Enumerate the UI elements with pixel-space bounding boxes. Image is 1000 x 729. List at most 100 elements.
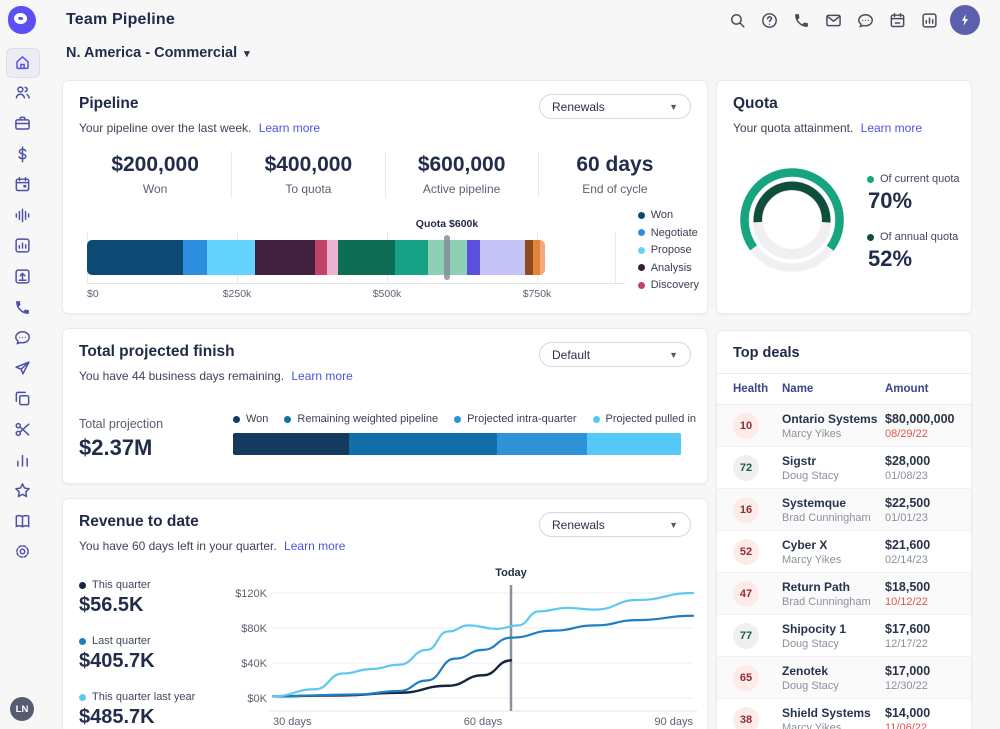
legend-label: Projected pulled in xyxy=(605,413,697,425)
deal-amount: $18,500 xyxy=(885,579,931,594)
revenue-learn-more-link[interactable]: Learn more xyxy=(284,539,346,553)
deal-amount: $22,500 xyxy=(885,495,931,510)
waveform-icon xyxy=(14,207,31,224)
health-score-badge: 52 xyxy=(733,538,759,565)
sidebar-item-users[interactable] xyxy=(0,78,44,109)
legend-label: Propose xyxy=(650,244,692,256)
quota-metric-label-text: Of current quota xyxy=(880,173,960,185)
deal-amount-cell: $14,000 11/06/22 xyxy=(885,706,961,729)
sidebar-item-briefcase[interactable] xyxy=(0,108,44,139)
deal-row[interactable]: 47 Return Path Brad Cunningham $18,500 10/12… xyxy=(717,573,971,615)
star-icon xyxy=(14,482,31,499)
health-score-badge: 10 xyxy=(733,412,759,439)
legend-dot xyxy=(637,211,645,219)
axis-line xyxy=(87,283,625,284)
phone-icon[interactable] xyxy=(793,12,810,29)
sidebar-item-chat[interactable] xyxy=(0,322,44,353)
revenue-stat-label-text: Last quarter xyxy=(92,635,151,647)
legend-dot xyxy=(454,415,462,423)
chevron-down-icon: ▼ xyxy=(669,349,678,360)
bar-segment-stage-teal xyxy=(394,240,428,275)
deal-name-cell: Systemque Brad Cunningham xyxy=(782,496,885,524)
bar-segment-stage-green xyxy=(337,240,395,275)
projected-legend-item: Remaining weighted pipeline xyxy=(284,413,438,425)
pipeline-filter-dropdown[interactable]: Renewals ▼ xyxy=(539,94,691,119)
users-icon xyxy=(14,84,31,101)
health-score-badge: 16 xyxy=(733,496,759,523)
deal-owner: Brad Cunningham xyxy=(782,511,871,524)
bar-segment-stage-purple xyxy=(466,240,480,275)
sidebar-item-gear[interactable] xyxy=(0,537,44,568)
deal-name-cell: Zenotek Doug Stacy xyxy=(782,664,885,692)
quota-card: Quota Your quota attainment. Learn more … xyxy=(716,80,972,314)
deal-row[interactable]: 65 Zenotek Doug Stacy $17,000 12/30/22 xyxy=(717,657,971,699)
deal-amount-cell: $18,500 10/12/22 xyxy=(885,580,961,608)
sidebar-item-dollar[interactable] xyxy=(0,139,44,170)
sidebar-item-send[interactable] xyxy=(0,353,44,384)
sidebar-item-report-card[interactable] xyxy=(0,231,44,262)
user-avatar[interactable]: LN xyxy=(10,697,34,721)
legend-dot xyxy=(867,233,874,241)
app-logo[interactable] xyxy=(8,6,36,34)
home-icon xyxy=(14,54,31,71)
revenue-filter-dropdown[interactable]: Renewals ▼ xyxy=(539,512,691,537)
legend-label: Negotiate xyxy=(650,226,698,239)
revenue-stat-value: $405.7K xyxy=(79,650,155,672)
phone-icon xyxy=(14,299,31,316)
sidebar-item-book[interactable] xyxy=(0,506,44,537)
search-icon[interactable] xyxy=(729,12,746,29)
legend-dot xyxy=(637,229,645,236)
revenue-line-chart: $0K $40K $80K $120K 30 days 60 days 90 days Tod… xyxy=(223,563,703,729)
help-icon[interactable] xyxy=(761,12,778,29)
sidebar-item-copy[interactable] xyxy=(0,384,44,415)
revenue-subtitle-text: You have 60 days left in your quarter. xyxy=(79,539,277,553)
revenue-stat-label: This quarter xyxy=(79,579,195,591)
quota-learn-more-link[interactable]: Learn more xyxy=(860,121,923,135)
legend-dot xyxy=(233,415,240,423)
deal-row[interactable]: 77 Shipocity 1 Doug Stacy $17,600 12/17/22 xyxy=(717,615,971,657)
projected-filter-dropdown[interactable]: Default ▼ xyxy=(539,342,691,367)
deal-amount-cell: $17,000 12/30/22 xyxy=(885,664,961,692)
y-axis-label: $0K xyxy=(247,693,267,705)
projected-card-title: Total projected finish xyxy=(79,343,235,360)
deal-row[interactable]: 52 Cyber X Marcy Yikes $21,600 02/14/23 xyxy=(717,531,971,573)
sidebar-item-outbox[interactable] xyxy=(0,261,44,292)
sidebar-item-waveform[interactable] xyxy=(0,200,44,231)
deal-name: Return Path xyxy=(782,579,851,594)
sidebar-item-home[interactable] xyxy=(0,47,44,78)
x-axis-label: 60 days xyxy=(464,716,503,728)
axis-tick-label: $0 xyxy=(87,288,99,300)
pipeline-learn-more-link[interactable]: Learn more xyxy=(258,121,321,135)
sidebar-item-calendar-event[interactable] xyxy=(0,169,44,200)
deal-row[interactable]: 16 Systemque Brad Cunningham $22,500 01/01/2… xyxy=(717,489,971,531)
sidebar-item-bar-chart[interactable] xyxy=(0,445,44,476)
sidebar-item-phone[interactable] xyxy=(0,292,44,323)
projected-learn-more-link[interactable]: Learn more xyxy=(291,369,353,383)
pipeline-legend-item: Propose xyxy=(637,244,699,256)
top-deals-card: Top deals Health Name Amount 10 Ontario Sys… xyxy=(716,330,972,729)
sidebar-item-scissors[interactable] xyxy=(0,414,44,445)
deal-row[interactable]: 10 Ontario Systems Marcy Yikes $80,000,000 0… xyxy=(717,405,971,447)
legend-dot xyxy=(637,281,645,289)
deal-row[interactable]: 38 Shield Systems Marcy Yikes $14,000 11/06/… xyxy=(717,699,971,729)
deal-owner: Marcy Yikes xyxy=(782,721,842,729)
deal-row[interactable]: 72 Sigstr Doug Stacy $28,000 01/08/23 xyxy=(717,447,971,489)
report-card-icon[interactable] xyxy=(921,12,938,29)
mail-icon[interactable] xyxy=(825,12,842,29)
stat-label: To quota xyxy=(285,182,332,196)
sidebar-item-star[interactable] xyxy=(0,475,44,506)
chat-icon[interactable] xyxy=(857,12,874,29)
bar-segment-discovery xyxy=(314,240,327,275)
deal-close-date: 10/12/22 xyxy=(885,595,928,608)
revenue-filter-value: Renewals xyxy=(552,517,605,532)
quota-metrics: Of current quota 70% Of annual quota 52% xyxy=(867,173,960,272)
team-selector[interactable]: N. America - Commercial ▾ xyxy=(66,45,250,61)
deal-owner: Doug Stacy xyxy=(782,637,839,650)
calendar-icon[interactable] xyxy=(889,12,906,29)
logo-ring-icon xyxy=(14,13,27,24)
projected-bar-chart xyxy=(233,433,681,455)
quick-actions-button[interactable] xyxy=(950,5,980,35)
revenue-stat: Last quarter $405.7K xyxy=(79,635,195,673)
legend-dot xyxy=(637,246,645,254)
pipeline-stat: $200,000 Won xyxy=(79,151,231,198)
